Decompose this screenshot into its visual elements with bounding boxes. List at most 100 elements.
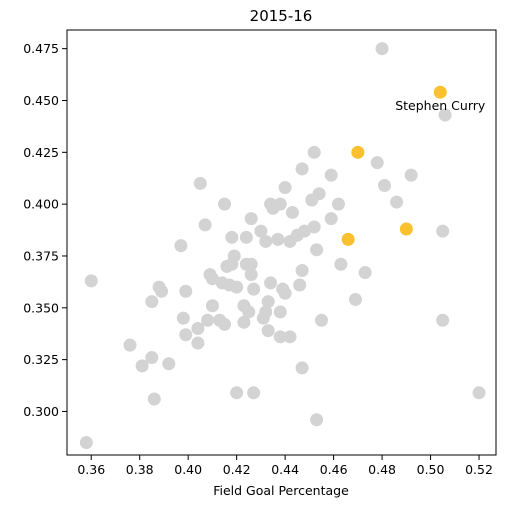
scatter-point — [218, 317, 232, 331]
scatter-point — [378, 178, 392, 192]
x-tick-label: 0.38 — [126, 462, 154, 477]
y-tick-label: 0.375 — [23, 248, 59, 263]
scatter-point — [370, 156, 384, 170]
scatter-point — [147, 392, 161, 406]
plot-frame — [66, 29, 497, 456]
scatter-point — [348, 293, 362, 307]
scatter-point — [278, 286, 292, 300]
highlighted-point — [433, 85, 447, 99]
scatter-point — [436, 313, 450, 327]
y-tick-label: 0.350 — [23, 300, 59, 315]
annotation-label: Stephen Curry — [395, 98, 486, 113]
scatter-point — [191, 336, 205, 350]
scatter-point — [174, 239, 188, 253]
scatter-point — [242, 305, 256, 319]
y-tick-label: 0.400 — [23, 197, 59, 212]
scatter-point — [310, 243, 324, 257]
scatter-point — [259, 305, 273, 319]
scatter-point — [247, 282, 261, 296]
scatter-point — [84, 274, 98, 288]
x-tick-label: 0.42 — [223, 462, 251, 477]
scatter-point — [254, 224, 268, 238]
scatter-point — [123, 338, 137, 352]
scatter-point — [244, 257, 258, 271]
scatter-point — [285, 205, 299, 219]
x-axis-title: Field Goal Percentage — [213, 483, 349, 498]
scatter-point — [334, 257, 348, 271]
scatter-point — [278, 181, 292, 195]
scatter-point — [307, 145, 321, 159]
highlighted-point — [341, 232, 355, 246]
scatter-point — [298, 224, 312, 238]
scatter-point — [331, 197, 345, 211]
scatter-point — [273, 330, 287, 344]
scatter-point — [293, 278, 307, 292]
scatter-point — [198, 218, 212, 232]
scatter-point — [375, 42, 389, 56]
scatter-point — [264, 276, 278, 290]
x-tick-label: 0.50 — [417, 462, 445, 477]
x-tick-label: 0.44 — [271, 462, 299, 477]
scatter-point — [295, 263, 309, 277]
scatter-point — [135, 359, 149, 373]
x-tick-label: 0.36 — [77, 462, 105, 477]
scatter-point — [237, 315, 251, 329]
scatter-point — [324, 212, 338, 226]
scatter-point — [193, 176, 207, 190]
scatter-point — [239, 230, 253, 244]
scatter-point — [218, 197, 232, 211]
scatter-point — [244, 268, 258, 282]
scatter-point — [230, 280, 244, 294]
scatter-point — [162, 357, 176, 371]
scatter-point — [273, 197, 287, 211]
scatter-point — [205, 272, 219, 286]
scatter-point — [191, 322, 205, 336]
y-tick-label: 0.425 — [23, 145, 59, 160]
x-axis: 0.36 0.38 0.40 0.42 0.44 0.46 0.48 0.50 0.52 — [77, 455, 493, 477]
scatter-point — [227, 249, 241, 263]
scatter-point — [261, 324, 275, 338]
scatter-point — [404, 168, 418, 182]
scatter-point — [324, 168, 338, 182]
scatter-point — [79, 436, 93, 450]
y-tick-label: 0.325 — [23, 352, 59, 367]
x-tick-label: 0.40 — [174, 462, 202, 477]
x-tick-label: 0.48 — [368, 462, 396, 477]
y-axis: 0.300 0.325 0.350 0.375 0.400 0.425 0.450 0.475 — [23, 41, 67, 419]
scatter-point — [225, 230, 239, 244]
scatter-point — [312, 187, 326, 201]
scatter-point — [295, 361, 309, 375]
scatter-point — [259, 234, 273, 248]
scatter-point — [145, 351, 159, 365]
y-tick-label: 0.300 — [23, 404, 59, 419]
scatter-point — [179, 328, 193, 342]
plot-area: Stephen Curry — [66, 29, 497, 456]
scatter-point — [314, 313, 328, 327]
scatter-point — [201, 313, 215, 327]
scatter-point — [271, 232, 285, 246]
scatter-point — [155, 284, 169, 298]
scatter-point — [310, 413, 324, 427]
y-tick-label: 0.450 — [23, 93, 59, 108]
scatter-point — [358, 266, 372, 280]
scatter-point — [145, 295, 159, 309]
highlighted-point — [351, 145, 365, 159]
scatter-point — [438, 108, 452, 122]
y-tick-label: 0.475 — [23, 41, 59, 56]
scatter-point — [244, 212, 258, 226]
scatter-point — [273, 305, 287, 319]
scatter-point — [295, 162, 309, 176]
x-tick-label: 0.52 — [465, 462, 493, 477]
scatter-point — [247, 386, 261, 400]
scatter-point — [205, 299, 219, 313]
scatter-point — [390, 195, 404, 209]
scatter-point — [307, 220, 321, 234]
scatter-point — [230, 386, 244, 400]
chart-title: 2015-16 — [250, 7, 313, 25]
scatter-point — [283, 330, 297, 344]
scatter-point — [261, 295, 275, 309]
highlighted-point — [399, 222, 413, 236]
scatter-point — [176, 311, 190, 325]
scatter-point — [436, 224, 450, 238]
